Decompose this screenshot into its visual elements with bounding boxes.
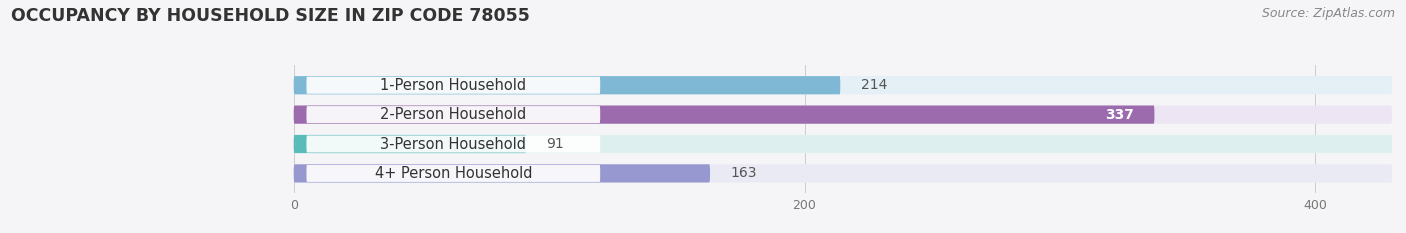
FancyBboxPatch shape (307, 165, 600, 182)
Text: 3-Person Household: 3-Person Household (381, 137, 526, 151)
Text: 214: 214 (860, 78, 887, 92)
Text: 1-Person Household: 1-Person Household (380, 78, 526, 93)
Text: 4+ Person Household: 4+ Person Household (374, 166, 531, 181)
Text: 91: 91 (547, 137, 564, 151)
Text: 2-Person Household: 2-Person Household (380, 107, 526, 122)
Text: 163: 163 (731, 166, 756, 180)
FancyBboxPatch shape (307, 135, 600, 153)
Text: Source: ZipAtlas.com: Source: ZipAtlas.com (1261, 7, 1395, 20)
FancyBboxPatch shape (294, 76, 1392, 94)
FancyBboxPatch shape (294, 106, 1154, 124)
Text: OCCUPANCY BY HOUSEHOLD SIZE IN ZIP CODE 78055: OCCUPANCY BY HOUSEHOLD SIZE IN ZIP CODE … (11, 7, 530, 25)
FancyBboxPatch shape (294, 76, 841, 94)
Text: 337: 337 (1105, 108, 1135, 122)
FancyBboxPatch shape (294, 135, 1392, 153)
FancyBboxPatch shape (294, 164, 710, 182)
FancyBboxPatch shape (294, 135, 526, 153)
FancyBboxPatch shape (307, 77, 600, 94)
FancyBboxPatch shape (294, 106, 1392, 124)
FancyBboxPatch shape (307, 106, 600, 123)
FancyBboxPatch shape (294, 164, 1392, 182)
